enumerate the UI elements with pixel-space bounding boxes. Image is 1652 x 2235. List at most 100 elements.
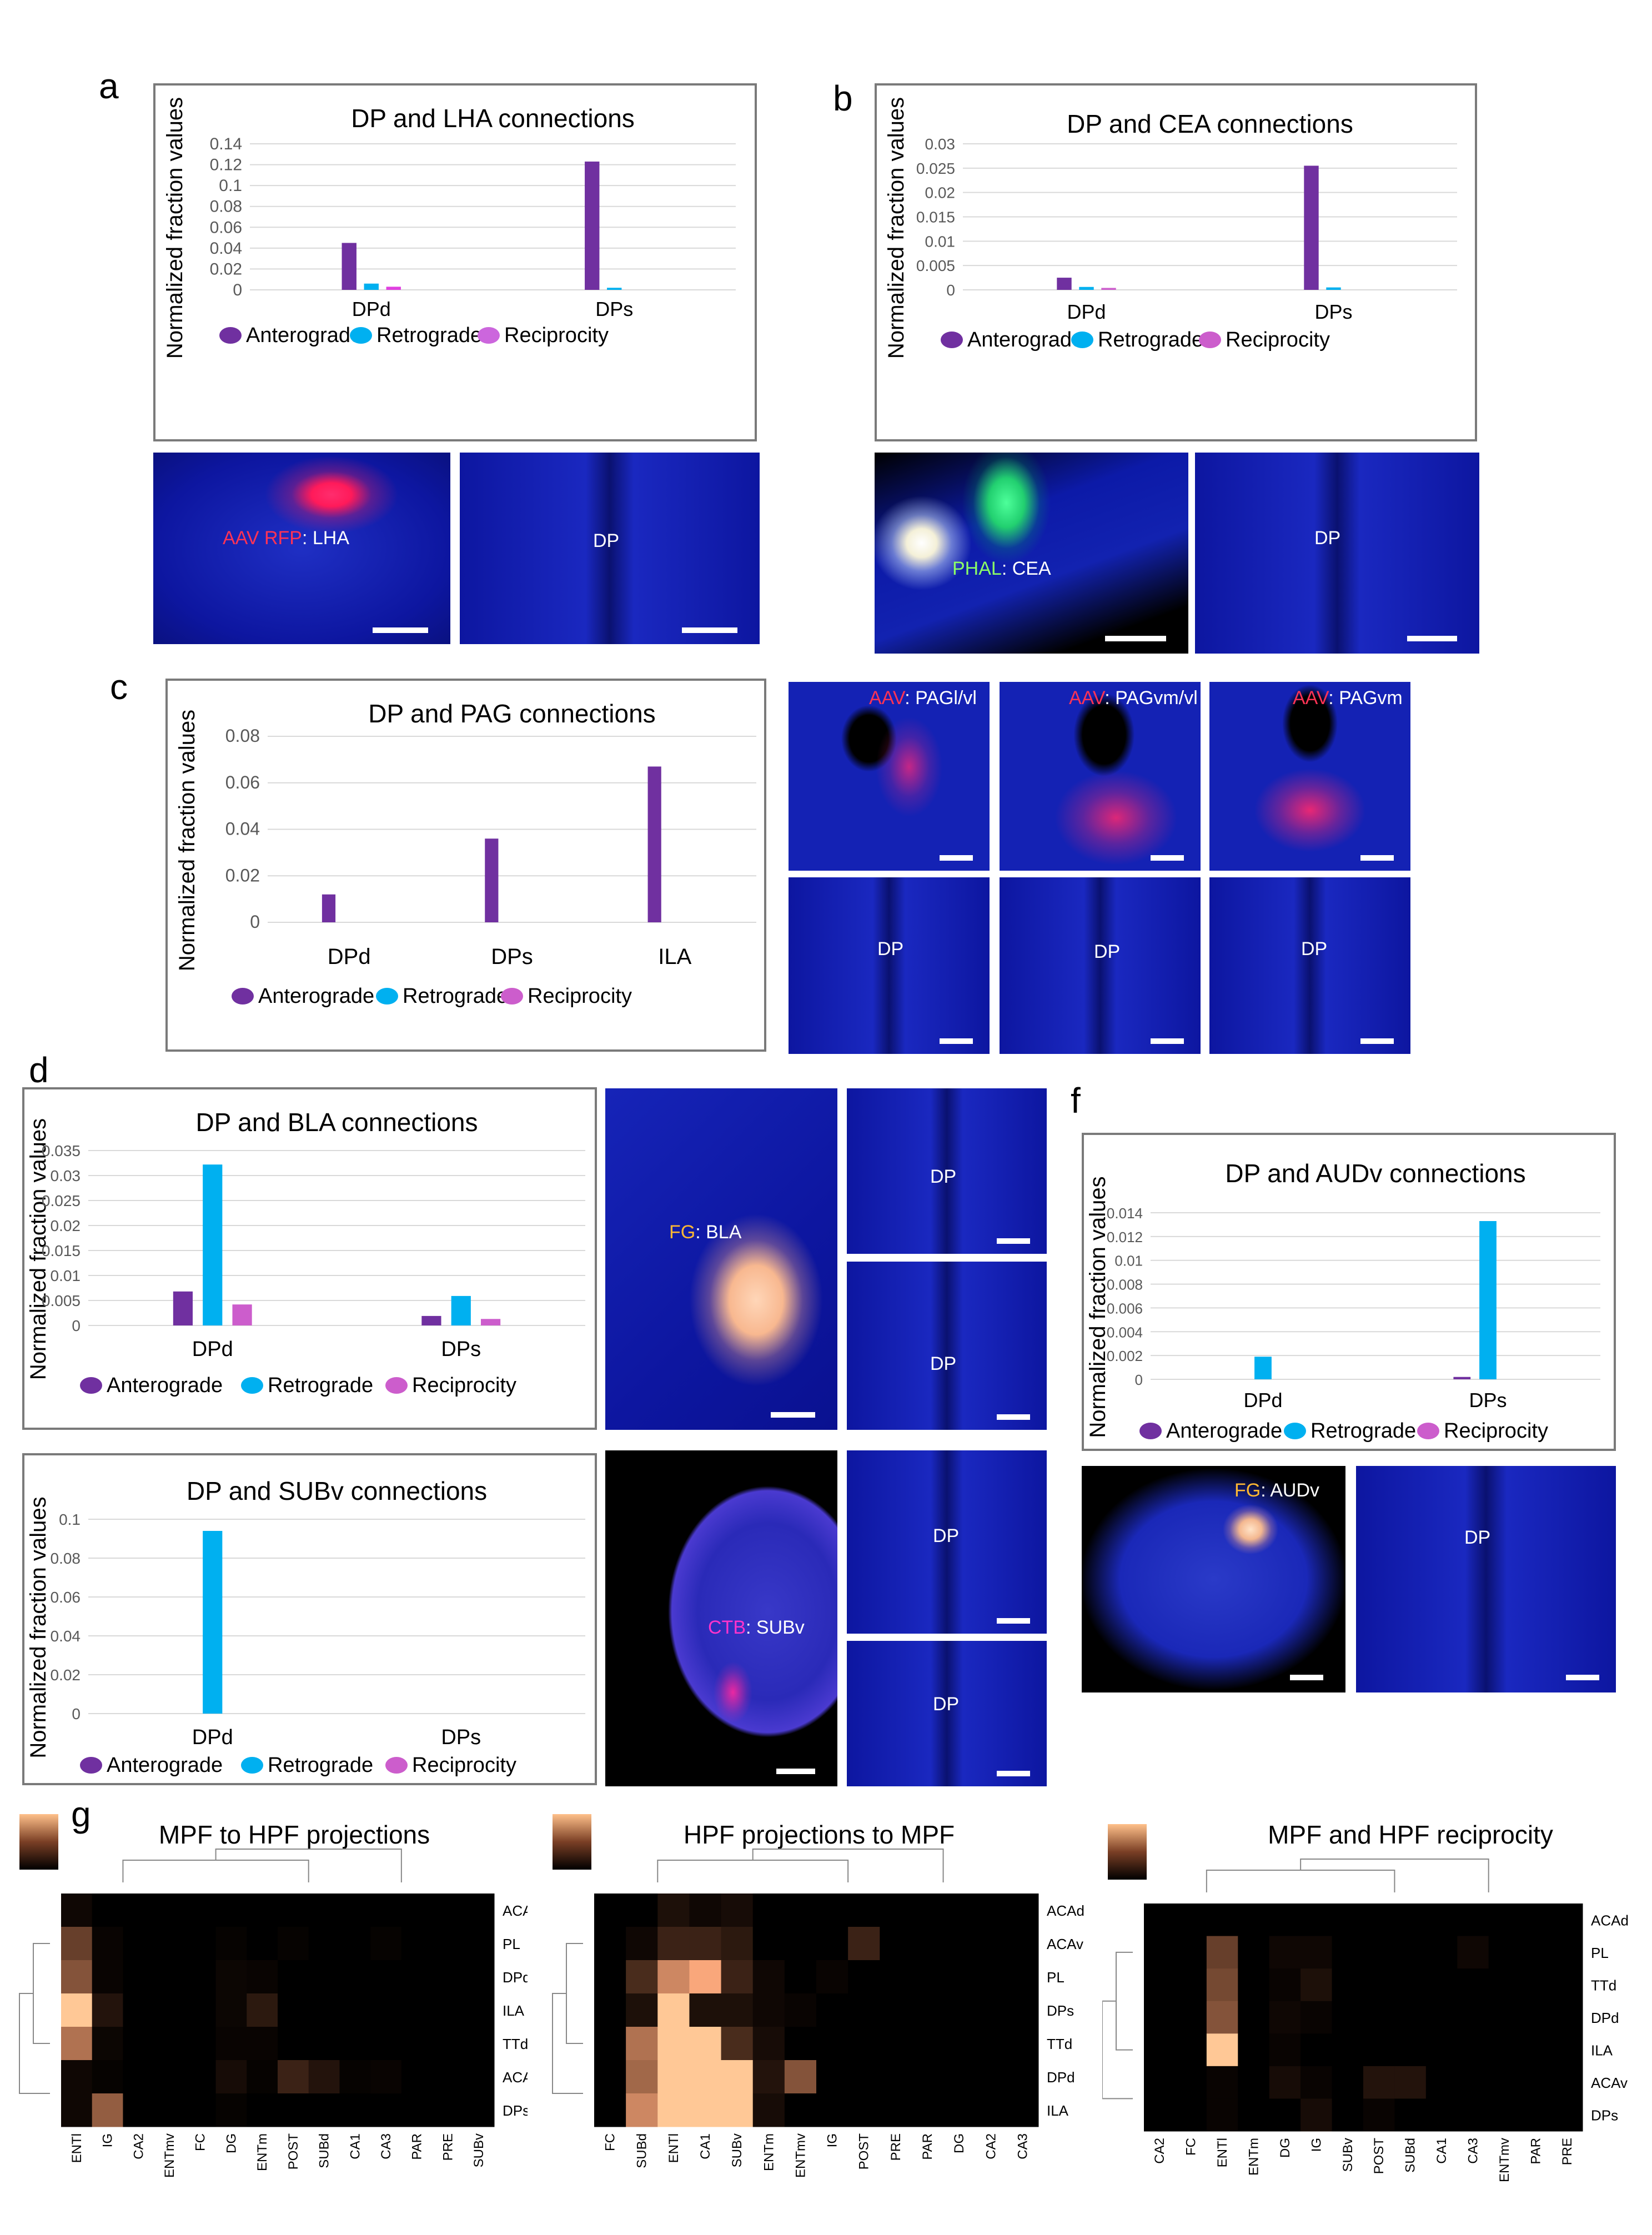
heatmap-cell [92, 2060, 123, 2094]
heatmap-cell [278, 2060, 309, 2094]
y-tick-label: 0 [1135, 1372, 1143, 1388]
heatmap-cell [848, 1894, 880, 1927]
heatmap-cell [1238, 2098, 1270, 2132]
heatmap-cell [123, 1960, 154, 1994]
heatmap-cell [247, 2027, 278, 2061]
column-label: IG [101, 2133, 116, 2147]
y-tick-label: 0.006 [1107, 1300, 1143, 1317]
y-tick-label: 0.04 [210, 239, 242, 258]
heatmap-cell [247, 1927, 278, 1961]
column-label: ENTmv [1497, 2138, 1512, 2182]
row-label: DPs [503, 2102, 528, 2119]
micrograph-c1: AAV: PAGl/vl [789, 682, 990, 871]
dp-label: DP [933, 1694, 960, 1715]
heatmap-cell [61, 2093, 93, 2127]
heatmap-cell [1269, 2033, 1301, 2067]
x-category-label: DPs [1314, 300, 1352, 323]
y-tick-label: 0.035 [42, 1142, 81, 1159]
heatmap-cell [61, 1927, 93, 1961]
micrograph-e3: DP [847, 1641, 1047, 1786]
heatmap-cell [432, 2027, 464, 2061]
heatmap-cell [1332, 2001, 1364, 2034]
column-label: SUBd [635, 2133, 650, 2168]
heatmap-cell [401, 1960, 433, 1994]
y-tick-label: 0.08 [51, 1550, 81, 1567]
legend-label-reciprocity: Reciprocity [1226, 328, 1330, 351]
y-tick-label: 0.01 [925, 233, 956, 250]
heatmap-cell [975, 1927, 1007, 1961]
heatmap-cell [370, 2027, 402, 2061]
row-label: TTd [1047, 2036, 1072, 2052]
heatmap-cell [594, 1927, 626, 1961]
heatmap-cell [247, 2093, 278, 2127]
heatmap-cell [721, 1993, 754, 2027]
bar-retrograde [203, 1164, 223, 1325]
column-label: PRE [1560, 2138, 1575, 2165]
column-label: ENTmv [793, 2133, 808, 2178]
y-tick-label: 0.12 [210, 156, 242, 174]
column-label: CA2 [131, 2133, 146, 2159]
heatmap-cell [123, 2093, 154, 2127]
heatmap-cell [880, 1927, 912, 1961]
y-axis-label: Normalized fraction values [163, 97, 187, 359]
heatmap-cell [1363, 1968, 1395, 2002]
heatmap-cell [308, 2093, 340, 2127]
column-label: CA3 [1015, 2133, 1030, 2159]
heatmap-cell [1363, 1936, 1395, 1969]
x-category-label: DPs [491, 945, 533, 969]
heatmap-cell [247, 2060, 278, 2094]
heatmap-cell [1300, 2001, 1333, 2034]
heatmap-cell [1269, 2098, 1301, 2132]
micrograph-b1: PHAL: CEA [875, 453, 1188, 654]
chart-d: DP and BLA connections Normalized fractio… [26, 1108, 585, 1397]
column-label: SUBv [1340, 2138, 1355, 2172]
scale-bar [771, 1412, 815, 1418]
heatmap-cell [308, 1960, 340, 1994]
heatmap-cell [1175, 1936, 1207, 1969]
row-label: ILA [1591, 2042, 1613, 2059]
legend-marker-retrograde [376, 988, 398, 1005]
bar-anterograde [173, 1291, 193, 1325]
legend-marker-retrograde [241, 1757, 263, 1774]
heatmap-cell [626, 2060, 658, 2094]
chart-b: DP and CEA connections Normalized fractio… [884, 97, 1457, 359]
heatmap-cell [784, 1927, 817, 1961]
column-label: PRE [440, 2133, 455, 2161]
scale-bar [1360, 1038, 1394, 1044]
bar-anterograde [322, 894, 336, 922]
row-label: DPd [1591, 2010, 1619, 2026]
heatmap-cell [1520, 1903, 1552, 1937]
y-axis-label: Normalized fraction values [884, 97, 908, 359]
scale-bar [1105, 636, 1166, 641]
heatmap-cell [1520, 1936, 1552, 1969]
row-label: ACAv [503, 2069, 528, 2086]
heatmap-cell [1175, 2033, 1207, 2067]
heatmap-cell [1425, 1903, 1458, 1937]
x-category-label: DPd [352, 298, 391, 320]
heatmap-cell [689, 1960, 722, 1994]
y-tick-label: 0 [946, 282, 955, 299]
chart-title: DP and SUBv connections [187, 1476, 487, 1505]
y-tick-label: 0.03 [51, 1167, 81, 1184]
y-tick-label: 0.08 [225, 726, 260, 746]
heatmap-cell [752, 1894, 785, 1927]
heatmap-cell [657, 1894, 690, 1927]
dp-label: DP [1094, 941, 1121, 962]
heatmap-cell [1175, 2098, 1207, 2132]
region-label: : LHA [302, 528, 350, 549]
column-label: SUBv [730, 2133, 745, 2167]
heatmap-cell [848, 1960, 880, 1994]
legend-marker-retrograde [1284, 1423, 1306, 1439]
heatmap-cell [1394, 2066, 1427, 2099]
heatmap-cell [1006, 2093, 1039, 2127]
heatmap-cell [184, 2060, 217, 2094]
column-label: DG [1278, 2138, 1293, 2158]
column-label: SUBv [471, 2133, 486, 2167]
heatmap-cell [1520, 2066, 1552, 2099]
heatmap-cell [1425, 2033, 1458, 2067]
bar-reciprocity [480, 1319, 501, 1325]
heatmap-cell [752, 1993, 785, 2027]
y-tick-label: 0.025 [42, 1192, 81, 1209]
panel-label-c: c [110, 667, 128, 707]
chart-title: DP and PAG connections [368, 699, 655, 728]
